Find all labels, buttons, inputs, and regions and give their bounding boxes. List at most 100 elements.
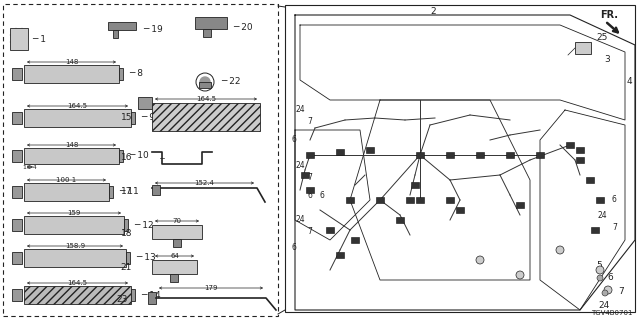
Circle shape — [200, 77, 210, 87]
Text: 24: 24 — [598, 211, 607, 220]
Bar — [591, 227, 599, 233]
Bar — [336, 252, 344, 258]
Bar — [596, 197, 604, 203]
Text: ─ 9: ─ 9 — [141, 114, 155, 123]
Text: 6: 6 — [292, 244, 297, 252]
Circle shape — [516, 271, 524, 279]
Bar — [536, 152, 544, 158]
Text: 158.9: 158.9 — [65, 243, 85, 249]
Bar — [416, 152, 424, 158]
Bar — [119, 68, 123, 80]
Bar — [138, 97, 152, 109]
Text: 7: 7 — [307, 172, 312, 181]
Text: 24: 24 — [295, 161, 305, 170]
Text: FR.: FR. — [600, 10, 618, 20]
Bar — [12, 219, 22, 231]
Text: 148: 148 — [65, 59, 78, 65]
Bar — [131, 112, 135, 124]
Bar — [148, 292, 156, 304]
Text: 148: 148 — [65, 142, 78, 148]
Bar — [109, 186, 113, 198]
Bar — [12, 112, 22, 124]
Text: 24: 24 — [295, 106, 305, 115]
Text: ─ 8: ─ 8 — [129, 69, 143, 78]
Text: 25: 25 — [596, 34, 607, 43]
Text: 7: 7 — [307, 117, 312, 126]
Bar — [131, 289, 135, 301]
Text: 2: 2 — [430, 7, 436, 17]
Text: 3: 3 — [604, 55, 610, 65]
Bar — [575, 42, 591, 54]
Text: 70: 70 — [173, 218, 182, 224]
Circle shape — [597, 275, 603, 281]
Bar — [24, 65, 119, 83]
Bar — [126, 252, 130, 264]
Bar — [576, 157, 584, 163]
Text: 7: 7 — [307, 228, 312, 236]
Bar — [12, 186, 22, 198]
Bar — [24, 109, 131, 127]
Text: 164.5: 164.5 — [196, 96, 216, 102]
Text: 64: 64 — [170, 253, 179, 259]
Text: 152.4: 152.4 — [195, 180, 214, 186]
Text: 6: 6 — [612, 196, 617, 204]
Text: 4: 4 — [627, 77, 632, 86]
Circle shape — [556, 246, 564, 254]
Text: 164.5: 164.5 — [67, 280, 88, 286]
Bar — [411, 182, 419, 188]
Circle shape — [604, 286, 612, 294]
Text: 24: 24 — [295, 215, 305, 225]
Bar — [506, 152, 514, 158]
Bar — [346, 197, 354, 203]
Text: ─ 19: ─ 19 — [143, 26, 163, 35]
Bar — [566, 142, 574, 148]
Text: ─ 1: ─ 1 — [32, 35, 46, 44]
Bar — [396, 217, 404, 223]
Circle shape — [602, 290, 608, 296]
Bar — [446, 152, 454, 158]
Bar — [152, 260, 197, 274]
Bar — [12, 252, 22, 264]
Text: 159: 159 — [67, 210, 81, 216]
Bar — [376, 197, 384, 203]
Text: 7: 7 — [618, 287, 624, 297]
Bar — [24, 216, 124, 234]
Bar — [170, 274, 178, 282]
Bar — [306, 187, 314, 193]
Bar — [446, 197, 454, 203]
Bar — [12, 150, 22, 162]
Text: 5: 5 — [596, 260, 602, 269]
Circle shape — [596, 266, 604, 274]
Text: 18: 18 — [120, 228, 132, 237]
Text: 179: 179 — [204, 285, 218, 291]
Bar — [406, 197, 414, 203]
Bar — [199, 82, 211, 88]
Bar — [10, 28, 28, 50]
Bar — [306, 152, 314, 158]
Bar — [119, 150, 123, 162]
Bar — [24, 249, 126, 267]
Bar — [173, 239, 181, 247]
Text: 10 4: 10 4 — [23, 165, 37, 170]
Text: 23: 23 — [116, 295, 128, 305]
Bar — [516, 202, 524, 208]
Bar — [108, 22, 136, 30]
Text: 21: 21 — [120, 263, 132, 273]
Text: 17: 17 — [120, 187, 132, 196]
Text: ─ 11: ─ 11 — [119, 188, 139, 196]
Text: ─ 14: ─ 14 — [141, 291, 161, 300]
Bar — [203, 29, 211, 37]
Bar — [12, 68, 22, 80]
Text: 7: 7 — [612, 223, 617, 233]
Bar — [124, 219, 128, 231]
Text: 6: 6 — [307, 190, 312, 199]
Bar — [586, 177, 594, 183]
Text: ─ 20: ─ 20 — [233, 22, 253, 31]
Text: TGV4B0701: TGV4B0701 — [591, 310, 633, 316]
Text: ─ 13: ─ 13 — [136, 253, 156, 262]
Bar — [152, 225, 202, 239]
Bar — [416, 197, 424, 203]
Text: 16: 16 — [120, 154, 132, 163]
Bar — [326, 227, 334, 233]
Bar — [113, 30, 118, 38]
